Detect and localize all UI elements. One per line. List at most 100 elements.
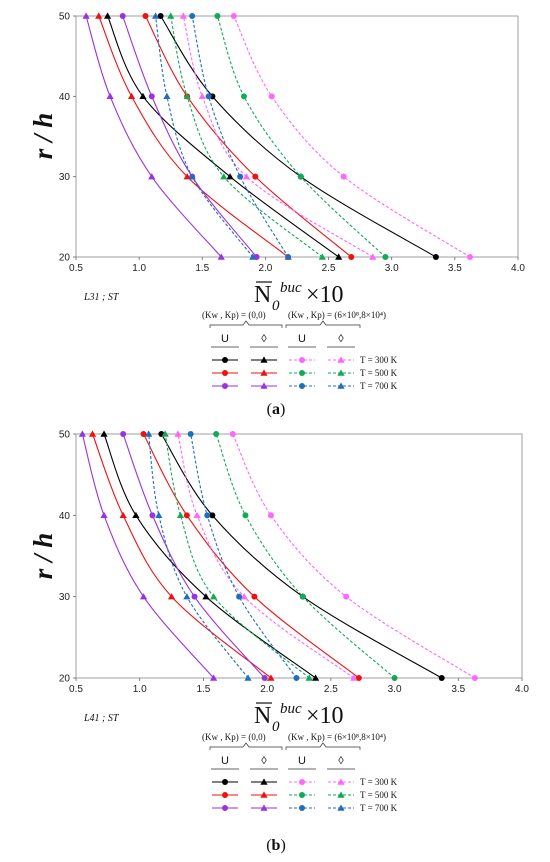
- legend-swatch: [212, 357, 238, 363]
- data-point: [220, 173, 228, 180]
- legend-row-label: T = 700 K: [360, 381, 398, 391]
- data-point: [183, 512, 190, 519]
- data-point: [318, 253, 326, 260]
- data-point: [305, 674, 313, 681]
- series-diamond-700k-no-foundation: [78, 430, 218, 681]
- legend-swatch: [251, 791, 277, 798]
- data-point: [149, 512, 156, 519]
- data-point: [119, 511, 127, 519]
- legend-swatch: [251, 369, 277, 376]
- x-axis-label-suffix-b: ×10: [306, 703, 344, 729]
- series-line: [155, 15, 254, 258]
- data-point: [311, 674, 320, 681]
- legend-swatch: [289, 370, 315, 376]
- y-tick-label: 50: [59, 12, 71, 23]
- series-line: [107, 15, 340, 258]
- x-tick-label: 1.5: [196, 684, 210, 695]
- data-point: [204, 512, 211, 519]
- data-point: [432, 254, 439, 260]
- data-point: [151, 12, 160, 19]
- x-axis-label-sup-b: buc: [280, 701, 302, 717]
- series-line: [103, 433, 316, 679]
- annotation-a: L31 ; ST: [83, 292, 120, 303]
- x-tick-label: 3.0: [388, 684, 402, 695]
- data-point: [157, 13, 164, 19]
- x-axis-label-base-a: N: [254, 282, 271, 308]
- x-axis-label-sup-a: buc: [280, 280, 302, 296]
- series-line: [233, 15, 471, 258]
- series-diamond-300k-elastic: [174, 430, 358, 681]
- data-point: [139, 593, 148, 600]
- data-point: [340, 173, 347, 180]
- data-point: [242, 512, 249, 519]
- series-diamond-300k-no-foundation: [100, 430, 320, 681]
- legend-swatch-marker: [337, 791, 345, 798]
- data-point: [183, 173, 191, 180]
- legend-swatch-marker: [222, 792, 228, 798]
- data-point: [132, 511, 140, 519]
- data-point: [189, 13, 196, 19]
- legend-swatch-marker: [222, 779, 228, 785]
- x-tick-label: 1.0: [133, 684, 147, 695]
- legend-brace: [285, 742, 361, 750]
- legend-group-label: (Kw , Kp) = (0,0): [202, 732, 266, 742]
- data-point: [88, 430, 97, 437]
- data-point: [252, 173, 259, 180]
- legend-swatch: [328, 791, 354, 798]
- data-point: [167, 593, 176, 600]
- legend-group-label: (Kw , Kp) = (0,0): [202, 310, 266, 320]
- data-point: [467, 254, 474, 260]
- data-point: [187, 431, 194, 437]
- y-tick-label: 40: [59, 92, 71, 103]
- legend-column-header: U: [298, 333, 306, 345]
- panel-label-a: (a): [267, 401, 286, 418]
- x-tick-label: 1.0: [132, 263, 146, 274]
- data-point: [213, 431, 220, 437]
- data-point: [471, 675, 478, 681]
- data-point: [267, 512, 274, 519]
- x-axis-label-base-b: N: [254, 703, 271, 729]
- data-point: [119, 13, 126, 19]
- data-point: [183, 92, 191, 100]
- data-point: [191, 593, 198, 600]
- y-tick-label: 30: [59, 172, 71, 183]
- legend-column-header: ◊: [261, 333, 267, 345]
- data-point: [261, 675, 268, 681]
- legend-b: (Kw , Kp) = (0,0) (Kw , Kp) = (6×10⁸,8×10…: [202, 732, 398, 813]
- data-point: [161, 430, 169, 437]
- legend-row-label: T = 500 K: [360, 790, 398, 800]
- data-point: [249, 253, 257, 260]
- legend-swatch-marker: [299, 357, 305, 363]
- data-point: [210, 593, 218, 600]
- data-point: [251, 593, 258, 600]
- x-axis-label-b: N 0 buc ×10: [254, 701, 344, 735]
- data-point: [145, 430, 153, 437]
- series-u-700k-no-foundation: [120, 431, 268, 681]
- legend-swatch-marker: [337, 356, 345, 363]
- data-point: [183, 593, 191, 600]
- series-u-300k-elastic: [229, 431, 478, 681]
- y-axis-label-b: r / h: [28, 533, 58, 580]
- series-diamond-300k-no-foundation: [103, 12, 343, 260]
- data-point: [100, 430, 108, 437]
- annotation-b: L41 ; ST: [83, 713, 120, 724]
- legend-swatch-marker: [299, 370, 305, 376]
- data-point: [205, 93, 212, 100]
- data-point: [240, 93, 247, 100]
- legend-swatch-marker: [222, 805, 228, 811]
- series-line: [122, 433, 266, 679]
- data-point: [214, 13, 221, 19]
- data-point: [293, 675, 300, 681]
- legend-swatch-marker: [222, 370, 228, 376]
- x-tick-label: 3.0: [385, 263, 399, 274]
- data-point: [285, 254, 292, 260]
- data-point: [355, 675, 362, 681]
- data-point: [179, 12, 187, 19]
- data-point: [240, 593, 248, 600]
- data-point: [120, 431, 127, 437]
- series-diamond-700k-elastic: [145, 430, 252, 681]
- legend-swatch: [212, 383, 238, 389]
- plot-area-b: [75, 433, 523, 679]
- data-point: [297, 173, 304, 180]
